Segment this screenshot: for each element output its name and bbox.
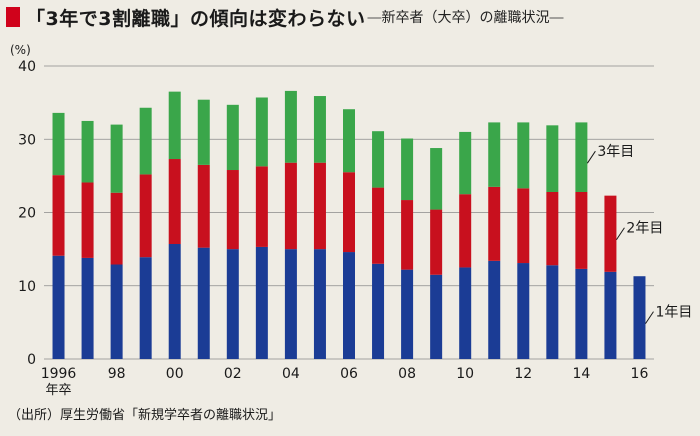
bar-2005-series2 [313,162,326,250]
bar-2015-series2 [604,195,617,272]
x-tick-label: 06 [340,366,358,382]
bar-2008-series3 [401,138,414,201]
bar-1998-series1 [110,264,123,359]
bar-2006-series3 [343,109,355,173]
bar-2007-series3 [372,131,385,188]
title-bar: 「3年で3割離職」の傾向は変わらない ―新卒者（大卒）の離職状況― [0,0,700,34]
legend-layer: 1年目 2年目 3年目 [586,144,692,324]
bar-2010-series2 [459,194,472,268]
bar-1999-series1 [139,257,152,359]
legend-label-series2: 2年目 [626,221,663,237]
bar-2009-series1 [430,274,443,359]
bar-2014-series3 [575,122,588,192]
bar-1997-series1 [81,257,94,359]
stacked-bar-chart: 0 10 20 30 40 (%) 1996 98 00 02 04 06 08 10 12 14 16 年卒 1… [10,43,692,398]
bar-2008-series1 [401,269,414,359]
x-tick-label: 08 [398,366,416,382]
title-accent-mark [6,7,20,27]
y-tick-label: 30 [18,132,36,148]
bar-2002-series2 [226,170,239,250]
bar-2004-series1 [284,249,297,359]
axis-layer: 0 10 20 30 40 (%) 1996 98 00 02 04 06 08 10 12 14 16 年卒 [10,43,648,398]
source-note: （出所）厚生労働省「新規学卒者の離職状況」 [8,408,282,423]
legend-leader-line-1 [645,311,654,324]
bar-2001-series3 [197,99,210,165]
bar-2001-series2 [197,164,210,248]
bar-2014-series2 [575,191,588,269]
bar-1996-series2 [52,175,65,256]
bar-2016-series1 [633,276,646,359]
bar-2003-series2 [255,166,268,247]
bar-1998-series2 [110,192,123,265]
legend-label-series1: 1年目 [655,305,692,321]
bar-2005-series1 [313,249,326,359]
bar-2006-series1 [343,252,355,359]
chart-title: 「3年で3割離職」の傾向は変わらない [26,7,366,30]
x-tick-label: 04 [282,366,300,382]
bar-2010-series1 [459,267,472,359]
bar-2004-series3 [284,90,297,163]
bar-1998-series3 [110,124,123,193]
subtitle-dash-right: ― [549,10,564,26]
bar-2007-series2 [372,187,385,264]
chart-subtitle: 新卒者（大卒）の離職状況 [381,10,550,26]
x-tick-label: 10 [456,366,474,382]
bar-2012-series2 [517,188,530,264]
bar-2001-series1 [197,247,210,359]
x-tick-label: 12 [514,366,532,382]
bar-2002-series1 [226,249,239,359]
y-tick-label: 10 [18,279,36,295]
bar-1997-series2 [81,182,94,258]
x-tick-label: 16 [631,366,649,382]
bar-2015-series1 [604,271,617,359]
bar-1997-series3 [81,120,94,183]
bar-2004-series2 [284,162,297,250]
subtitle-dash-left: ― [367,10,382,26]
bar-2013-series1 [546,265,559,359]
bar-2002-series3 [226,104,239,171]
bar-1999-series2 [139,174,152,258]
bar-2014-series1 [575,268,588,359]
x-tick-label: 14 [572,366,590,382]
bar-2003-series1 [255,246,268,359]
x-tick-label: 02 [224,366,242,382]
bar-2007-series1 [372,263,385,359]
bar-2000-series3 [168,91,181,160]
y-tick-label: 0 [27,352,36,368]
bar-2010-series3 [459,131,472,195]
bar-2013-series2 [546,191,559,266]
bar-2011-series1 [488,260,501,359]
chart-area: 0 10 20 30 40 (%) 1996 98 00 02 04 06 08 10 12 14 16 年卒 1… [0,34,700,404]
bar-1996-series3 [52,112,65,176]
bar-2009-series2 [430,209,443,275]
bar-layer [52,90,646,359]
x-tick-label: 00 [166,366,184,382]
legend-leader-line-2 [616,227,625,241]
x-tick-sublabel: 年卒 [46,383,72,398]
bar-2013-series3 [546,125,559,192]
bar-2011-series2 [488,186,501,261]
bar-2009-series3 [430,148,443,210]
bar-1996-series1 [52,255,65,359]
bar-2005-series3 [313,96,326,163]
legend-leader-line-3 [586,150,596,164]
y-tick-label: 40 [18,59,36,75]
bar-2003-series3 [255,97,268,167]
bar-2012-series1 [517,263,530,359]
bar-1999-series3 [139,107,152,175]
y-tick-label: 20 [18,206,36,222]
y-axis-unit-label: (%) [10,43,31,57]
x-tick-label: 1996 [41,366,77,382]
bar-2000-series2 [168,159,181,244]
bar-2006-series2 [343,172,355,253]
chart-subtitle-wrap: ―新卒者（大卒）の離職状況― [367,7,563,27]
x-tick-label: 98 [108,366,126,382]
legend-label-series3: 3年目 [597,144,634,160]
bar-2011-series3 [488,122,501,187]
bar-2008-series2 [401,200,414,270]
bar-2000-series1 [168,243,181,359]
bar-2012-series3 [517,122,530,189]
